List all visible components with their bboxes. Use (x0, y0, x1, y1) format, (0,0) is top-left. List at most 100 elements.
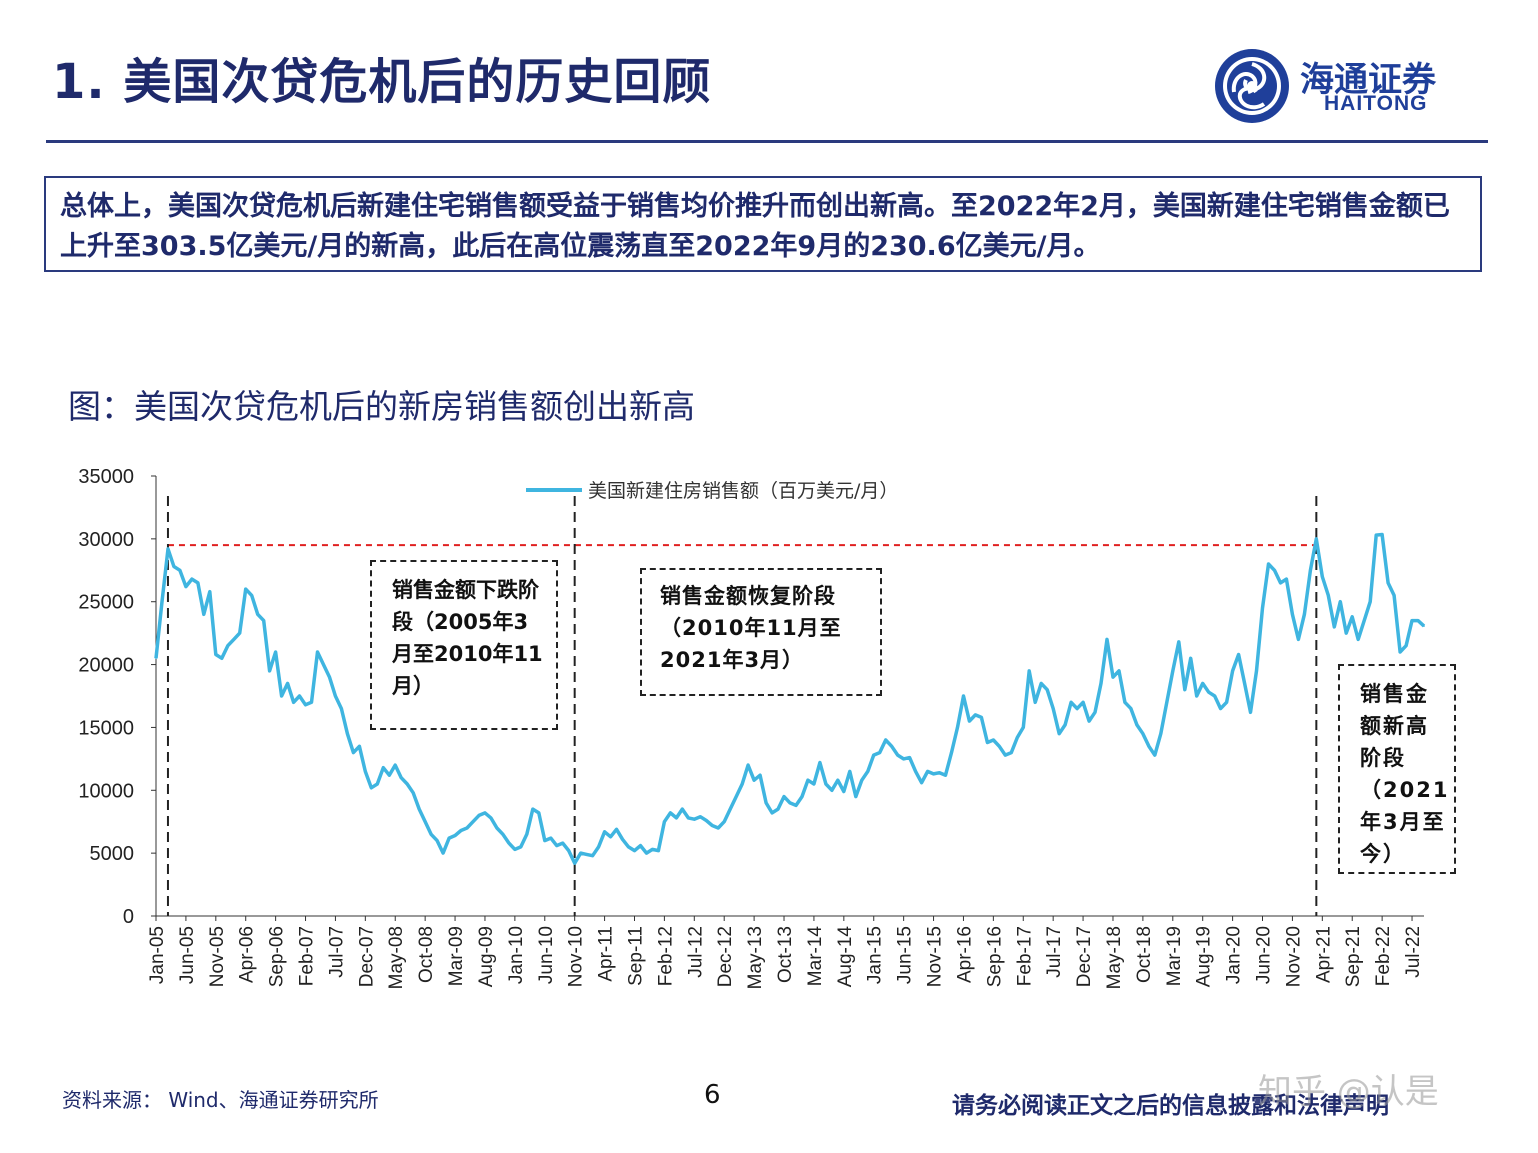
x-tick-label: Aug-14 (835, 926, 856, 988)
data-point (1291, 613, 1294, 616)
data-point (334, 695, 337, 697)
data-point (161, 600, 163, 603)
data-point (926, 770, 929, 773)
x-tick-label: Jun-20 (1254, 926, 1275, 984)
data-point (861, 779, 863, 781)
x-tick-label: Oct-13 (775, 926, 796, 983)
data-point (1106, 638, 1108, 641)
data-point (1243, 682, 1246, 685)
data-point (980, 716, 983, 719)
x-tick-label: Jan-10 (506, 926, 527, 984)
data-point (693, 818, 696, 820)
data-point (1201, 682, 1204, 685)
x-tick-label: Oct-08 (416, 926, 437, 983)
data-point (741, 783, 743, 785)
data-point (974, 714, 977, 716)
data-point (968, 720, 971, 722)
data-point (215, 653, 217, 656)
x-tick-label: Jan-05 (147, 926, 168, 984)
summary-box: 总体上，美国次贷危机后新建住宅销售额受益于销售均价推升而创出新高。至2022年2… (44, 176, 1482, 272)
data-point (1297, 638, 1300, 641)
data-point (1273, 569, 1276, 572)
data-point (627, 846, 630, 848)
data-point (962, 695, 965, 697)
phase2-annotation: 销售金额恢复阶段（2010年11月至2021年3月） (640, 568, 882, 696)
x-tick-label: May-08 (386, 926, 407, 989)
data-point (1315, 538, 1318, 540)
data-point (442, 852, 444, 854)
x-tick-label: Jul-07 (326, 926, 347, 978)
data-point (1381, 533, 1383, 536)
data-point (765, 802, 767, 804)
data-point (1285, 578, 1288, 580)
data-point (346, 732, 349, 735)
chart: 0 5000 10000 15000 20000 25000 30000 35000 Jan-0… (78, 466, 1426, 989)
x-tick-label: Sep-06 (267, 926, 288, 987)
data-point (406, 783, 409, 785)
data-point (687, 817, 690, 819)
data-point (1207, 691, 1210, 693)
data-point (1219, 707, 1222, 710)
phase1-annotation: 销售金额下跌阶段（2005年3月至2010年11月） (370, 560, 558, 730)
data-point (1255, 670, 1258, 672)
data-point (1160, 732, 1162, 735)
data-point (699, 815, 702, 818)
data-point (878, 751, 881, 754)
data-point (1004, 754, 1007, 756)
y-tick-label: 15000 (78, 717, 134, 739)
data-point (621, 838, 624, 841)
data-point (1172, 670, 1174, 672)
data-point (1303, 613, 1306, 616)
data-point (555, 844, 558, 847)
haitong-logo: 海通证券 HAITONG (1212, 46, 1492, 126)
data-point (1321, 575, 1324, 578)
data-point (669, 812, 672, 814)
x-tick-label: Dec-17 (1074, 926, 1095, 987)
data-point (938, 771, 941, 774)
x-tick-label: Aug-19 (1194, 926, 1215, 987)
data-point (448, 837, 450, 839)
data-point (825, 783, 827, 785)
data-point (436, 839, 438, 842)
data-point (1082, 701, 1084, 704)
data-point (1130, 707, 1132, 710)
data-point (896, 754, 899, 756)
data-point (1058, 732, 1060, 735)
data-point (388, 774, 391, 776)
data-point (609, 836, 612, 838)
data-point (502, 833, 504, 836)
data-point (986, 741, 989, 744)
data-point (394, 764, 397, 766)
data-point (585, 853, 588, 856)
data-point (191, 578, 193, 580)
data-point (173, 565, 175, 568)
data-point (298, 695, 301, 697)
data-point (771, 812, 773, 814)
data-point (167, 548, 169, 550)
data-point (340, 707, 343, 710)
data-point (759, 774, 761, 776)
y-tick-label: 0 (123, 906, 134, 928)
data-point (579, 852, 582, 854)
data-point (819, 761, 821, 764)
x-tick-label: Apr-06 (237, 926, 258, 983)
data-point (268, 670, 271, 672)
data-point (747, 764, 749, 766)
data-point (1010, 751, 1013, 754)
data-point (1345, 632, 1347, 634)
disclaimer-text: 请务必阅读正文之后的信息披露和法律声明 (952, 1093, 1389, 1119)
data-point (867, 770, 869, 773)
x-tick-label: Apr-21 (1313, 926, 1334, 983)
data-point (1387, 582, 1389, 584)
data-point (1339, 600, 1342, 603)
data-point (1046, 688, 1048, 691)
data-point (322, 663, 325, 666)
data-point (1028, 670, 1030, 672)
y-tick-label: 20000 (78, 655, 134, 677)
x-tick-label: Apr-11 (596, 926, 617, 982)
data-point (532, 808, 534, 810)
y-tick-label: 10000 (78, 780, 134, 802)
x-tick-label: Jan-20 (1224, 926, 1245, 984)
x-tick-label: Nov-15 (925, 926, 946, 987)
data-point (956, 726, 959, 729)
